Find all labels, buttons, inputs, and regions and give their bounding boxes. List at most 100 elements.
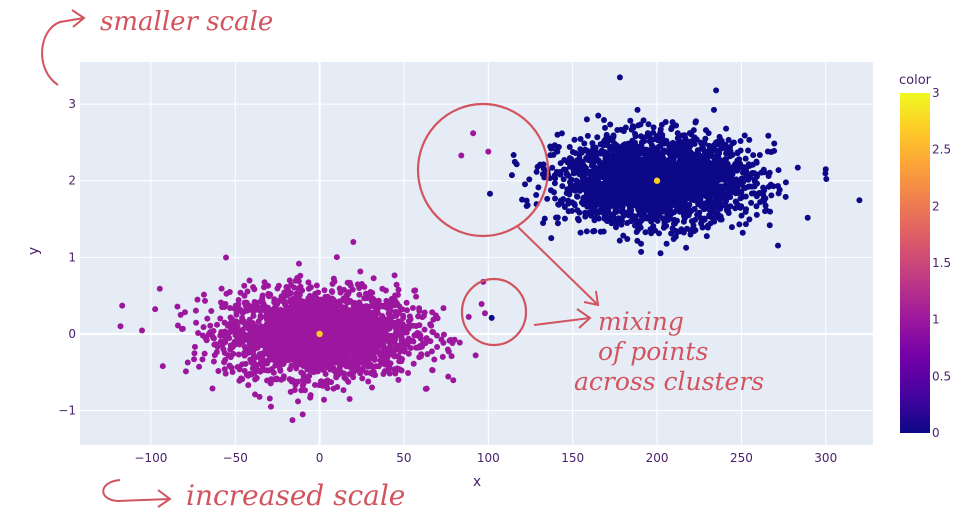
data-point: [666, 210, 673, 217]
data-point: [541, 215, 548, 222]
data-point: [393, 310, 400, 317]
data-point: [275, 350, 282, 357]
data-point: [253, 306, 260, 313]
data-point: [287, 290, 294, 297]
data-point: [416, 322, 423, 329]
data-point: [315, 349, 322, 356]
data-point: [279, 314, 286, 321]
data-point: [472, 352, 479, 359]
data-point: [742, 208, 749, 215]
data-point: [319, 325, 326, 332]
data-point: [591, 228, 598, 235]
data-point: [440, 331, 447, 338]
data-point: [264, 377, 271, 384]
data-point: [534, 163, 541, 170]
data-point: [221, 349, 228, 356]
data-point: [252, 391, 259, 398]
data-point: [357, 302, 364, 309]
data-point: [766, 169, 773, 176]
data-point: [360, 313, 367, 320]
data-point: [204, 315, 211, 322]
data-point: [762, 208, 769, 215]
data-point: [251, 298, 258, 305]
data-point: [386, 370, 393, 377]
data-point: [753, 203, 760, 210]
data-point: [624, 236, 631, 243]
data-point: [725, 136, 732, 143]
data-point: [307, 284, 314, 291]
data-point: [341, 317, 348, 324]
data-point: [316, 343, 323, 350]
data-point: [387, 303, 394, 310]
data-point: [606, 181, 613, 188]
data-point: [211, 352, 218, 359]
data-point: [295, 260, 302, 267]
data-point: [298, 387, 305, 394]
data-point: [691, 206, 698, 213]
data-point: [252, 338, 259, 345]
data-point: [239, 361, 246, 368]
data-point: [263, 367, 270, 374]
data-point: [753, 173, 760, 180]
data-point: [258, 323, 265, 330]
data-point: [265, 293, 272, 300]
data-point: [217, 315, 224, 322]
data-point: [239, 314, 246, 321]
data-point: [782, 179, 789, 186]
data-point: [424, 351, 431, 358]
data-point: [356, 284, 363, 291]
data-point: [804, 214, 811, 221]
data-point: [523, 202, 530, 209]
data-point: [356, 313, 363, 320]
data-point: [324, 385, 331, 392]
data-point: [344, 358, 351, 365]
data-point: [356, 344, 363, 351]
data-point: [381, 350, 388, 357]
data-point: [264, 304, 271, 311]
data-point: [359, 375, 366, 382]
data-point: [286, 340, 293, 347]
data-point: [566, 191, 573, 198]
data-point: [265, 349, 272, 356]
data-point: [223, 254, 230, 261]
data-point: [322, 354, 329, 361]
data-point: [351, 347, 358, 354]
data-point: [273, 307, 280, 314]
data-point: [595, 112, 602, 119]
data-point: [335, 371, 342, 378]
data-point: [620, 232, 627, 239]
data-point: [330, 365, 337, 372]
data-point: [234, 363, 241, 370]
data-point: [823, 175, 830, 182]
data-point: [210, 328, 217, 335]
data-point: [567, 161, 574, 168]
data-point: [594, 134, 601, 141]
data-point: [522, 181, 529, 188]
data-point: [255, 318, 262, 325]
data-point: [730, 139, 737, 146]
data-point: [636, 220, 643, 227]
data-point: [416, 307, 423, 314]
data-point: [201, 350, 208, 357]
data-point: [580, 177, 587, 184]
data-point: [308, 317, 315, 324]
data-point: [570, 170, 577, 177]
data-point: [638, 200, 645, 207]
data-point: [321, 287, 328, 294]
data-point: [551, 180, 558, 187]
data-point: [250, 284, 257, 291]
data-point: [292, 360, 299, 367]
data-point: [439, 353, 446, 360]
data-point: [247, 328, 254, 335]
data-point: [304, 354, 311, 361]
data-point: [370, 275, 377, 282]
data-point: [322, 370, 329, 377]
data-point: [365, 324, 372, 331]
data-point: [685, 180, 692, 187]
data-point: [414, 344, 421, 351]
data-point: [702, 135, 709, 142]
data-point: [381, 368, 388, 375]
data-point: [214, 321, 221, 328]
data-point: [544, 195, 551, 202]
data-point: [582, 209, 589, 216]
